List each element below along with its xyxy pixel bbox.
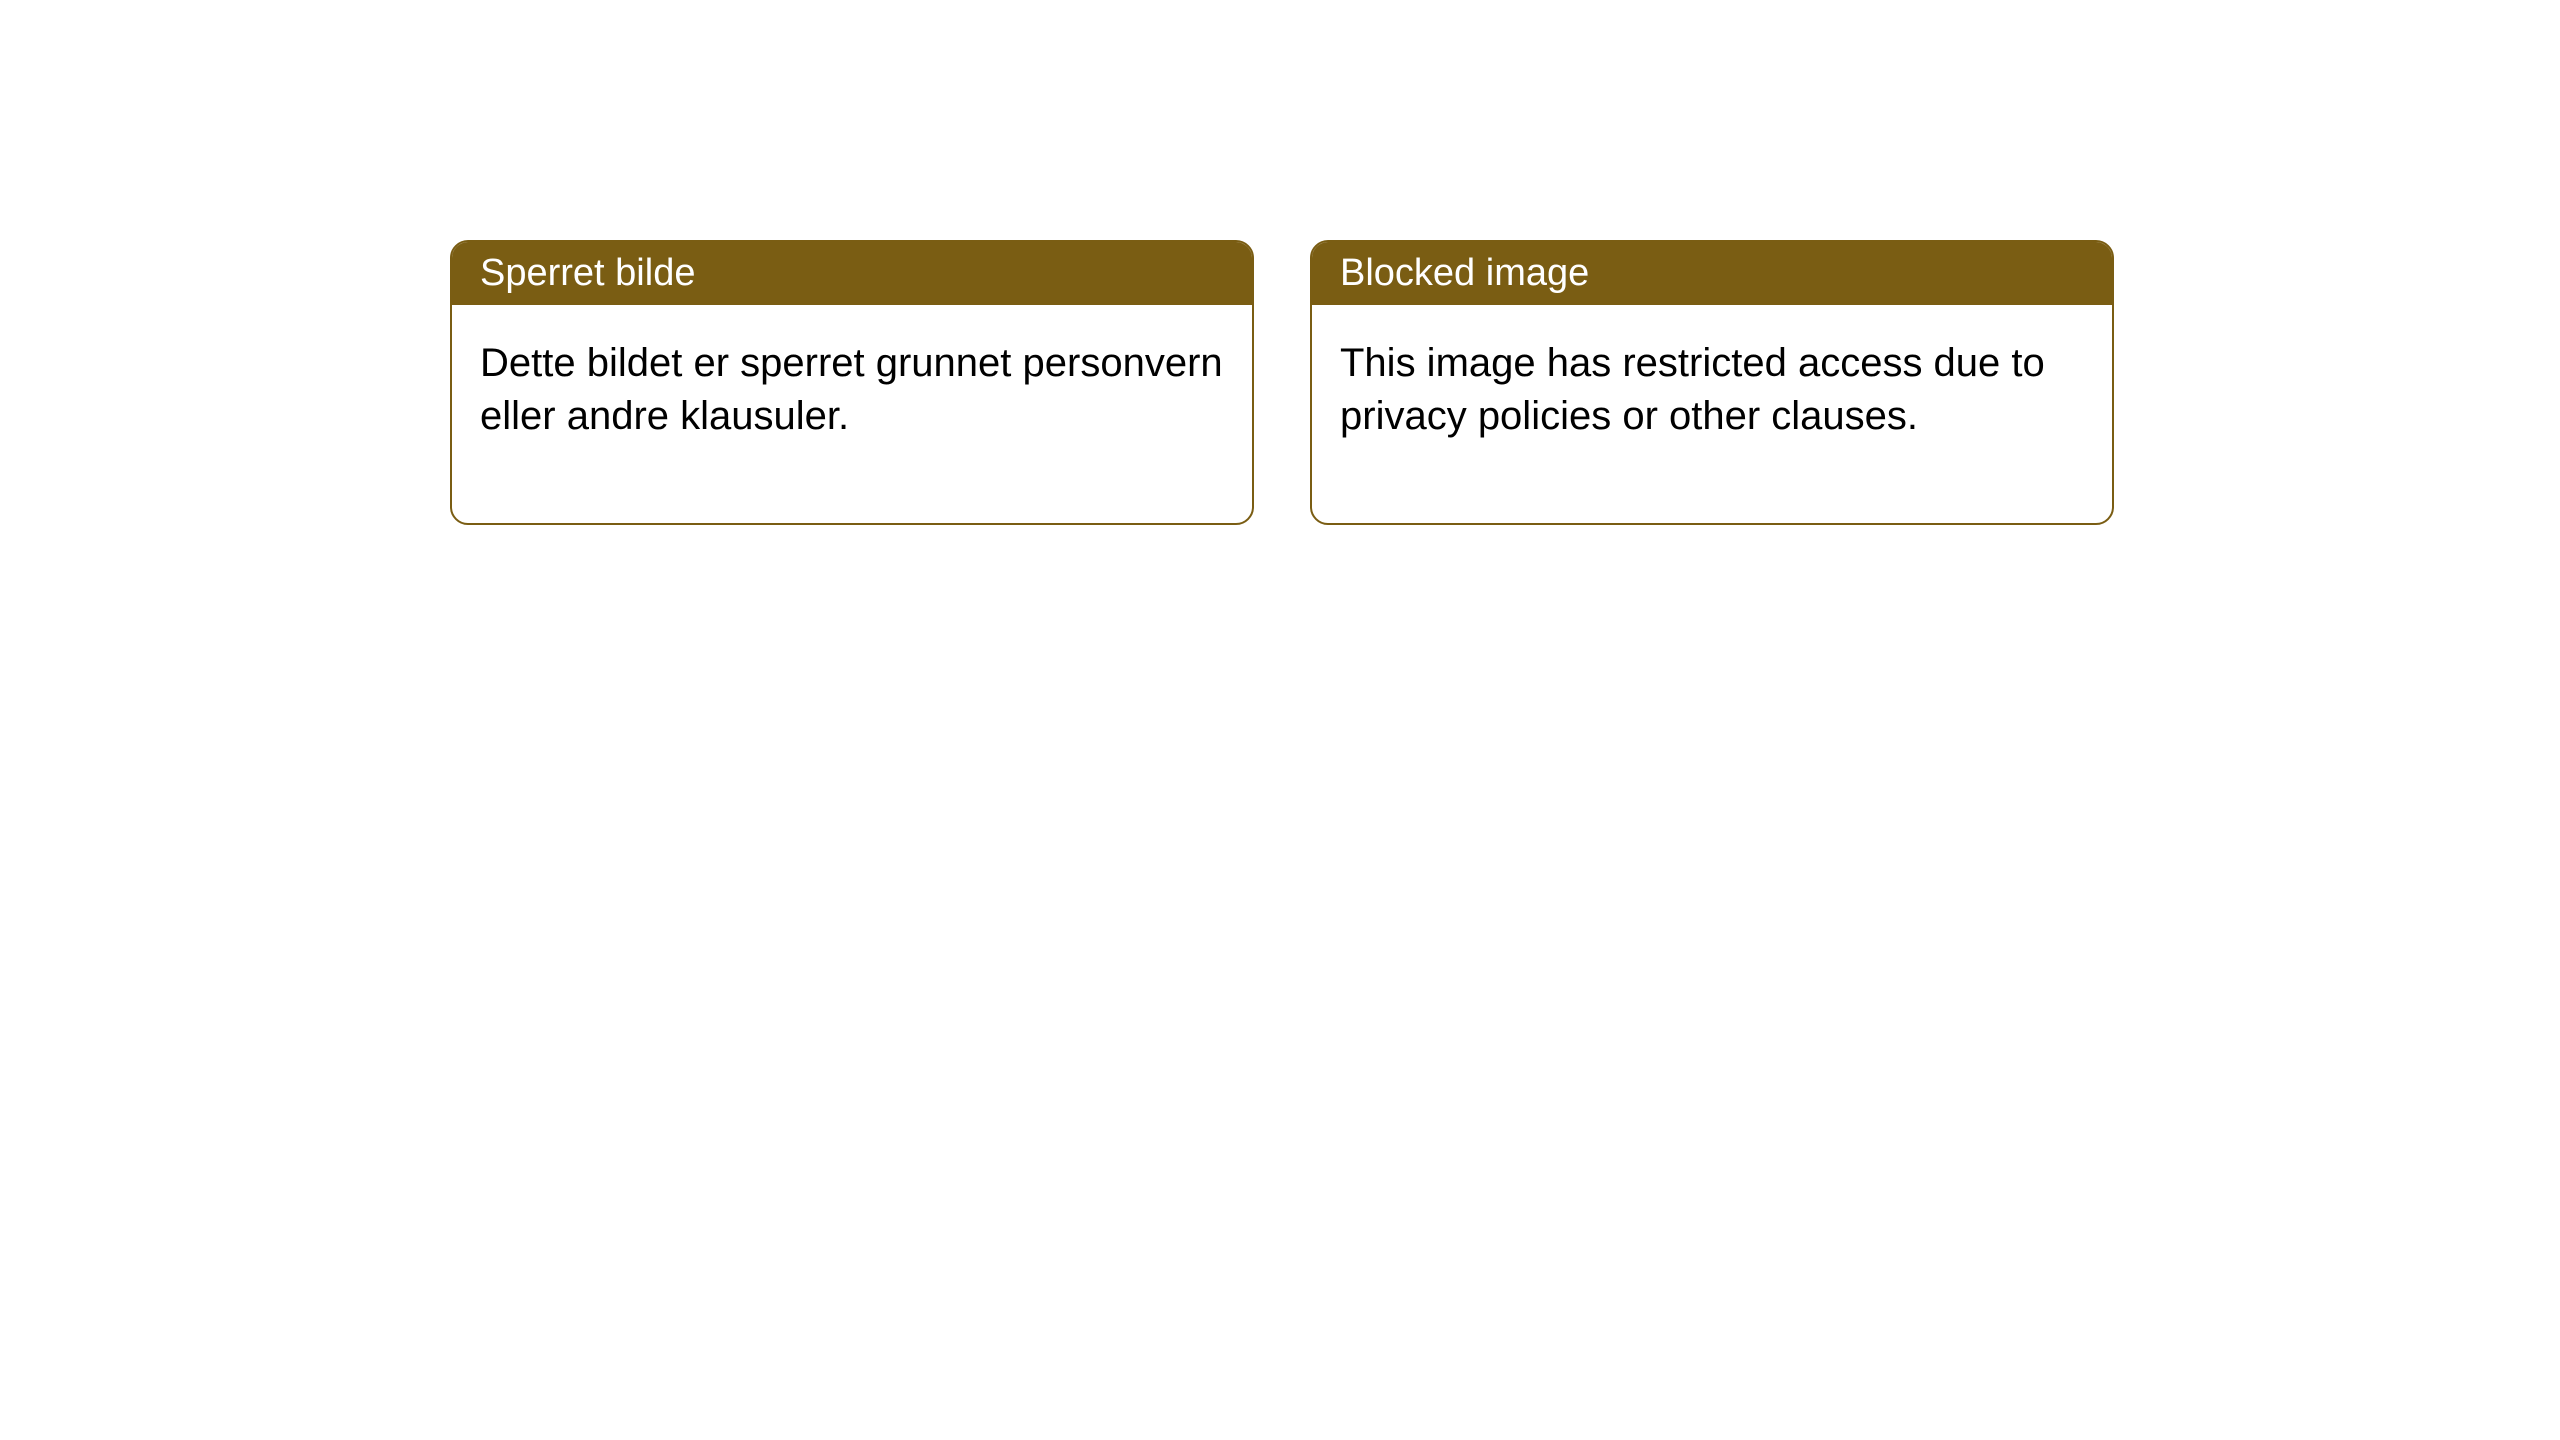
notice-body: This image has restricted access due to … — [1312, 305, 2112, 523]
notice-card-english: Blocked image This image has restricted … — [1310, 240, 2114, 525]
notice-container: Sperret bilde Dette bildet er sperret gr… — [450, 240, 2114, 525]
notice-card-norwegian: Sperret bilde Dette bildet er sperret gr… — [450, 240, 1254, 525]
notice-body: Dette bildet er sperret grunnet personve… — [452, 305, 1252, 523]
notice-header: Sperret bilde — [452, 242, 1252, 305]
notice-header: Blocked image — [1312, 242, 2112, 305]
